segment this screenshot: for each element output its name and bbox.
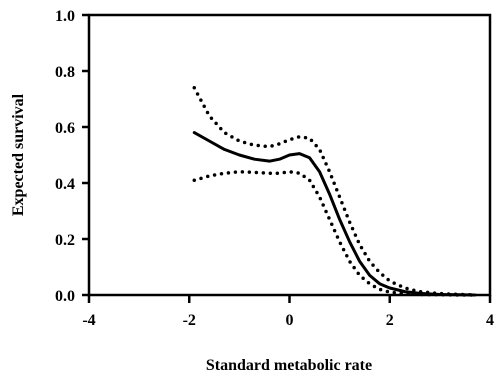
x-axis-title: Standard metabolic rate	[206, 357, 372, 374]
x-axis-ticks: -4 -2 0 2 4	[82, 295, 494, 329]
lower-bound-dotted-line	[192, 170, 477, 297]
x-tick-label: 2	[386, 312, 394, 329]
y-tick-label: 0.4	[55, 176, 75, 193]
series-layer	[192, 86, 477, 297]
y-axis-title: Expected survival	[10, 93, 27, 216]
y-tick-label: 0.8	[55, 64, 75, 81]
upper-bound-dotted-line	[192, 86, 477, 297]
x-tick-label: -4	[82, 312, 95, 329]
x-tick-label: 0	[286, 312, 294, 329]
y-axis-ticks: 0.0 0.2 0.4 0.6 0.8 1.0	[55, 8, 89, 305]
x-tick-label: -2	[183, 312, 196, 329]
y-tick-label: 0.0	[55, 288, 75, 305]
y-tick-label: 0.6	[55, 120, 75, 137]
survival-estimate-line	[192, 131, 477, 297]
y-tick-label: 1.0	[55, 8, 75, 25]
y-tick-label: 0.2	[55, 232, 75, 249]
x-tick-label: 4	[486, 312, 494, 329]
